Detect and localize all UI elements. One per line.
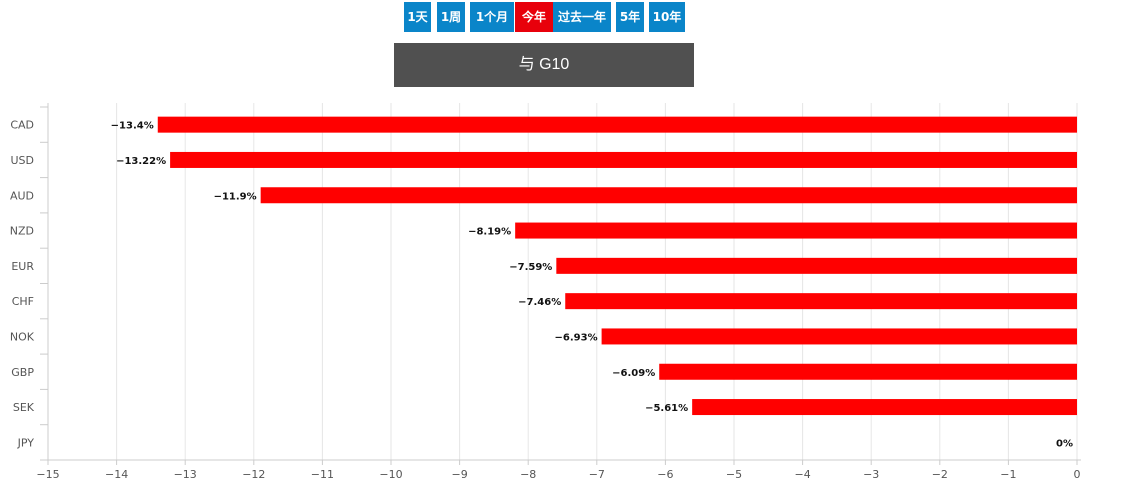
bar xyxy=(565,293,1077,310)
category-label: NZD xyxy=(10,225,34,238)
x-tick-label: −5 xyxy=(726,468,742,481)
category-label: EUR xyxy=(11,260,34,273)
bar xyxy=(601,328,1077,345)
data-label: −13.22% xyxy=(116,156,166,167)
bar xyxy=(260,187,1077,204)
x-tick-label: −7 xyxy=(589,468,605,481)
category-label: USD xyxy=(10,154,34,167)
data-label: −6.93% xyxy=(555,332,598,343)
data-labels: −13.4% −13.22% −11.9% −8.19% −7.59% −7.46% −6.… xyxy=(111,121,1073,450)
x-tick-label: −12 xyxy=(242,468,265,481)
category-label: NOK xyxy=(10,330,35,343)
period-1y-button[interactable]: 过去一年 xyxy=(553,2,611,32)
axes xyxy=(40,103,1081,465)
x-tick-label: 0 xyxy=(1074,468,1081,481)
x-tick-label: −2 xyxy=(932,468,948,481)
category-label: GBP xyxy=(11,366,34,379)
data-label: −8.19% xyxy=(468,227,511,238)
category-label: CHF xyxy=(12,295,34,308)
x-tick-label: −3 xyxy=(863,468,879,481)
period-1m-button[interactable]: 1个月 xyxy=(470,2,514,32)
period-5y-button[interactable]: 5年 xyxy=(616,2,644,32)
category-label: JPY xyxy=(17,436,35,449)
bar xyxy=(515,222,1077,239)
x-tick-label: −1 xyxy=(1000,468,1016,481)
period-ytd-button[interactable]: 今年 xyxy=(515,2,553,32)
bar xyxy=(659,363,1077,380)
data-label: −7.46% xyxy=(518,297,561,308)
bar xyxy=(157,116,1077,133)
period-10y-button[interactable]: 10年 xyxy=(649,2,685,32)
x-tick-labels: −15 −14 −13 −12 −11 −10 −9 −8 −7 −6 −5 −4 −3 −2 −1 0 xyxy=(36,468,1080,481)
bars xyxy=(157,116,1077,416)
x-tick-label: −6 xyxy=(657,468,673,481)
category-label: CAD xyxy=(10,119,34,132)
x-tick-label: −9 xyxy=(451,468,467,481)
bar xyxy=(170,151,1077,168)
chart-title: 与 G10 xyxy=(394,43,694,87)
x-tick-label: −13 xyxy=(174,468,197,481)
bar xyxy=(692,399,1077,416)
bar xyxy=(556,257,1077,274)
data-label: 0% xyxy=(1056,438,1073,449)
data-label: −7.59% xyxy=(509,262,552,273)
data-label: −13.4% xyxy=(111,121,154,132)
data-label: −5.61% xyxy=(645,403,688,414)
x-tick-label: −11 xyxy=(311,468,334,481)
category-label: AUD xyxy=(10,189,34,202)
x-tick-label: −10 xyxy=(379,468,402,481)
category-labels: CAD USD AUD NZD EUR CHF NOK GBP SEK JPY xyxy=(10,119,35,450)
x-tick-label: −14 xyxy=(105,468,128,481)
x-tick-label: −4 xyxy=(794,468,810,481)
period-1d-button[interactable]: 1天 xyxy=(404,2,431,32)
data-label: −11.9% xyxy=(214,191,257,202)
data-label: −6.09% xyxy=(612,368,655,379)
x-tick-label: −15 xyxy=(36,468,59,481)
x-tick-label: −8 xyxy=(520,468,536,481)
period-1w-button[interactable]: 1周 xyxy=(437,2,465,32)
category-label: SEK xyxy=(13,401,35,414)
